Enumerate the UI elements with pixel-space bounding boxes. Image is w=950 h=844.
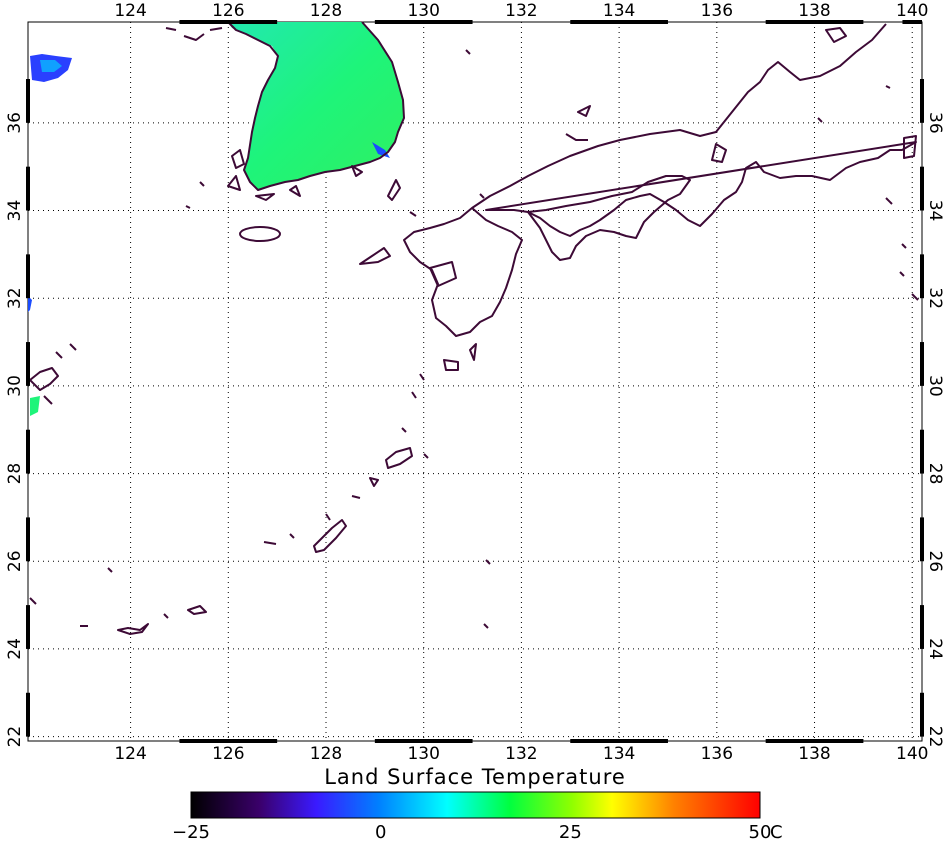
- lon-label-bottom: 134: [603, 744, 635, 764]
- kii-peninsula: [565, 105, 727, 163]
- kyushu-islands: [359, 247, 477, 371]
- lon-label-top: 128: [310, 1, 342, 21]
- longitude-labels-bottom: 124 126 128 130 132 134 136 138 140: [114, 744, 928, 764]
- lat-label-left: 28: [5, 463, 25, 485]
- colorbar-unit: C: [770, 822, 783, 843]
- china-coast-fill: [28, 296, 32, 312]
- sakishima-islands: [80, 567, 207, 635]
- korea-peninsula-fill: [228, 22, 404, 190]
- lat-label-right: 34: [925, 200, 945, 222]
- colorbar-tick-label: 50: [749, 822, 772, 843]
- honshu-coastline: [471, 23, 917, 237]
- colorbar-tick-labels: −25 0 25 50: [172, 822, 771, 843]
- lat-label-right: 22: [925, 726, 945, 748]
- axis-edge-marks: [26, 20, 924, 743]
- lon-label-bottom: 130: [407, 744, 439, 764]
- lon-label-top: 126: [212, 1, 244, 21]
- lon-label-bottom: 138: [798, 744, 830, 764]
- lon-label-top: 124: [114, 1, 146, 21]
- lat-label-left: 34: [5, 200, 25, 222]
- small-islands: [185, 49, 919, 301]
- figure-title: Land Surface Temperature: [324, 765, 626, 789]
- zhejiang-islands-fill: [30, 396, 40, 416]
- kyushu-coastline: [403, 207, 523, 337]
- tsushima-island: [387, 179, 401, 201]
- lat-label-left: 26: [5, 550, 25, 572]
- colorbar-tick-label: −25: [172, 822, 210, 843]
- lon-label-bottom: 128: [310, 744, 342, 764]
- lat-label-left: 24: [5, 638, 25, 660]
- colorbar-tick-label: 25: [559, 822, 582, 843]
- ryukyu-islands: [263, 373, 491, 629]
- colorbar: [190, 791, 761, 819]
- lat-label-right: 24: [925, 638, 945, 660]
- lat-label-right: 36: [925, 112, 945, 134]
- lat-label-left: 36: [5, 112, 25, 134]
- longitude-labels-top: 124 126 128 130 132 134 136 138 140: [114, 1, 928, 21]
- lon-label-top: 134: [603, 1, 635, 21]
- lon-label-top: 132: [505, 1, 537, 21]
- korea-coastline: [227, 21, 405, 191]
- lon-label-top: 130: [407, 1, 439, 21]
- lon-label-bottom: 124: [114, 744, 146, 764]
- lon-label-bottom: 132: [505, 744, 537, 764]
- latitude-labels-left: 22 24 26 28 30 32 34 36: [5, 112, 25, 747]
- lat-label-left: 30: [5, 375, 25, 397]
- lon-label-top: 136: [701, 1, 733, 21]
- map-frame: [27, 21, 923, 742]
- graticule: [28, 22, 922, 741]
- lat-label-right: 26: [925, 550, 945, 572]
- china-east-islands: [29, 343, 77, 605]
- lon-label-top: 140: [896, 1, 928, 21]
- lon-label-bottom: 140: [896, 744, 928, 764]
- lat-label-right: 28: [925, 463, 945, 485]
- shandong-fill-inner: [40, 60, 62, 72]
- lon-label-bottom: 126: [212, 744, 244, 764]
- lat-label-left: 32: [5, 287, 25, 309]
- land-surface-fill: [28, 22, 404, 416]
- lat-label-right: 32: [925, 287, 945, 309]
- jeju-island: [239, 226, 281, 242]
- lat-label-left: 22: [5, 726, 25, 748]
- lon-label-bottom: 136: [701, 744, 733, 764]
- latitude-labels-right: 22 24 26 28 30 32 34 36: [925, 112, 945, 747]
- lon-label-top: 138: [798, 1, 830, 21]
- coastlines: [29, 21, 919, 635]
- noto-islands: [825, 27, 917, 159]
- lat-label-right: 30: [925, 375, 945, 397]
- korea-west-islands: [165, 27, 363, 201]
- colorbar-tick-label: 0: [375, 822, 386, 843]
- shikoku-coastline: [527, 175, 691, 261]
